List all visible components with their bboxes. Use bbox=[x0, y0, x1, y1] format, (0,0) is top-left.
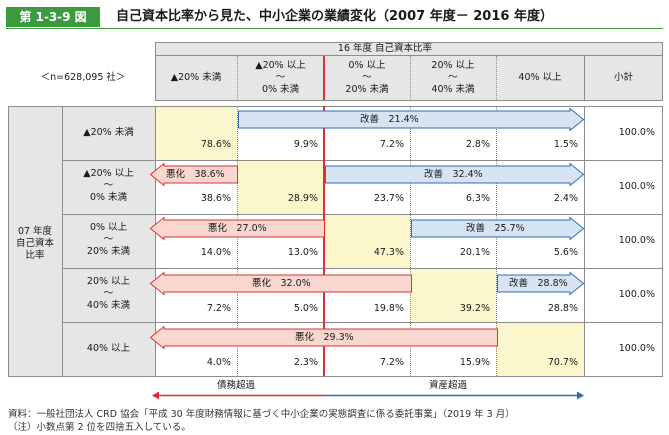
worsen-label-row-2: 悪化 38.6% bbox=[166, 169, 225, 180]
cell-r2-c4: 6.3% bbox=[465, 193, 490, 204]
cell-r3-c1: 14.0% bbox=[200, 247, 231, 258]
subtotal-r4: 100.0% bbox=[618, 289, 655, 300]
cell-r4-c1: 7.2% bbox=[206, 303, 231, 314]
cell-r5-c2: 2.3% bbox=[293, 357, 318, 368]
cell-r1-c3: 7.2% bbox=[379, 139, 404, 150]
column-header-1: ▲20% 未満 bbox=[170, 72, 222, 83]
cell-r4-c3: 19.8% bbox=[373, 303, 404, 314]
row-header-2: ▲20% 以上 ～ 0% 未満 bbox=[83, 168, 134, 203]
column-group-header: 16 年度 自己資本比率 bbox=[337, 43, 433, 54]
worsen-label-row-5: 悪化 29.3% bbox=[295, 332, 354, 343]
figure-label: 第 1-3-9 図 bbox=[6, 7, 100, 27]
solvent-label: 資産超過 bbox=[428, 380, 467, 391]
cell-r2-c5: 2.4% bbox=[553, 193, 578, 204]
row-header-4: 20% 以上 ～ 40% 未満 bbox=[86, 276, 131, 311]
subtotal-r2: 100.0% bbox=[618, 181, 655, 192]
source-note: 資料：一般社団法人 CRD 協会「平成 30 年度財務情報に基づく中小企業の実態… bbox=[8, 409, 515, 420]
column-group-header-cell bbox=[155, 42, 663, 55]
diagonal-cell-1 bbox=[155, 106, 237, 160]
cell-r3-c4: 20.1% bbox=[459, 247, 490, 258]
subtotal-r3: 100.0% bbox=[618, 235, 655, 246]
column-header-2: ▲20% 以上 ～ 0% 未満 bbox=[255, 60, 306, 95]
improve-label-row-4: 改善 28.8% bbox=[509, 278, 568, 289]
diagonal-cell-4 bbox=[410, 268, 496, 322]
cell-r5-c5: 70.7% bbox=[547, 357, 578, 368]
column-header-5: 40% 以上 bbox=[518, 72, 562, 83]
worsen-arrow-row-4 bbox=[149, 271, 412, 296]
worsen-label-row-3: 悪化 27.0% bbox=[208, 223, 267, 234]
subtotal-header: 小計 bbox=[613, 72, 633, 83]
insolvency-divider bbox=[323, 106, 325, 376]
cell-r5-c4: 15.9% bbox=[459, 357, 490, 368]
cell-r4-c2: 5.0% bbox=[293, 303, 318, 314]
cell-r3-c2: 13.0% bbox=[287, 247, 318, 258]
sample-size: ＜n=628,095 社＞ bbox=[40, 72, 126, 83]
improve-label-row-2: 改善 32.4% bbox=[424, 169, 483, 180]
cell-r3-c3: 47.3% bbox=[373, 247, 404, 258]
cell-r2-c2: 28.9% bbox=[287, 193, 318, 204]
row-header-1: ▲20% 未満 bbox=[83, 127, 134, 138]
worsen-arrow-row-2 bbox=[149, 162, 238, 187]
cell-r5-c1: 4.0% bbox=[206, 357, 231, 368]
cell-r2-c1: 38.6% bbox=[200, 193, 231, 204]
column-header-row bbox=[155, 56, 663, 100]
insolvent-label: 債務超過 bbox=[216, 380, 255, 391]
title-rule bbox=[6, 28, 663, 29]
row-header-5: 40% 以上 bbox=[86, 343, 131, 354]
cell-r1-c1: 78.6% bbox=[200, 139, 231, 150]
worsen-arrow-row-3 bbox=[149, 216, 325, 241]
figure-title: 自己資本比率から見た、中小企業の業績変化（2007 年度－ 2016 年度） bbox=[116, 9, 553, 24]
diagonal-cell-3 bbox=[324, 214, 410, 268]
cell-r1-c5: 1.5% bbox=[553, 139, 578, 150]
solvency-axis-arrow bbox=[152, 391, 584, 400]
column-header-4: 20% 以上 ～ 40% 未満 bbox=[431, 60, 475, 95]
cell-r1-c2: 9.9% bbox=[293, 139, 318, 150]
column-header-3: 0% 以上 ～ 20% 未満 bbox=[345, 60, 389, 95]
row-header-column bbox=[62, 106, 155, 376]
rounding-note: （注）小数点第 2 位を四捨五入している。 bbox=[8, 422, 191, 433]
improve-arrow-row-2 bbox=[325, 162, 585, 187]
cell-r4-c4: 39.2% bbox=[459, 303, 490, 314]
improve-arrow-row-3 bbox=[411, 216, 585, 241]
worsen-arrow-row-5 bbox=[149, 325, 498, 350]
improve-arrow-row-1 bbox=[238, 107, 585, 132]
improve-arrow-row-4 bbox=[497, 271, 585, 296]
row-group-label: 07 年度 自己資本 比率 bbox=[15, 226, 54, 261]
subtotal-r1: 100.0% bbox=[618, 127, 655, 138]
row-group-label-cell bbox=[8, 106, 62, 376]
cell-r2-c3: 23.7% bbox=[373, 193, 404, 204]
cell-r4-c5: 28.8% bbox=[547, 303, 578, 314]
worsen-label-row-4: 悪化 32.0% bbox=[252, 278, 311, 289]
improve-label-row-1: 改善 21.4% bbox=[360, 114, 419, 125]
diagonal-cell-2 bbox=[237, 160, 324, 214]
insolvency-divider-header bbox=[323, 56, 325, 100]
cell-r1-c4: 2.8% bbox=[465, 139, 490, 150]
cell-r3-c5: 5.6% bbox=[553, 247, 578, 258]
row-header-3: 0% 以上 ～ 20% 未満 bbox=[86, 222, 131, 257]
diagonal-cell-5 bbox=[496, 322, 584, 376]
subtotal-r5: 100.0% bbox=[618, 343, 655, 354]
cell-r5-c3: 7.2% bbox=[379, 357, 404, 368]
improve-label-row-3: 改善 25.7% bbox=[466, 223, 525, 234]
